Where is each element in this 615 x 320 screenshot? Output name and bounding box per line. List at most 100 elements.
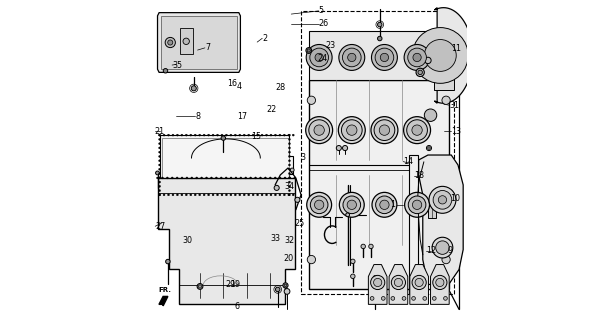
Circle shape: [408, 48, 426, 67]
Circle shape: [250, 177, 252, 179]
Text: 32: 32: [285, 236, 295, 245]
Circle shape: [162, 177, 164, 179]
Circle shape: [167, 177, 169, 179]
Text: 1: 1: [390, 200, 395, 209]
Circle shape: [208, 134, 210, 136]
Circle shape: [240, 177, 242, 179]
Circle shape: [376, 196, 393, 214]
Polygon shape: [180, 28, 192, 54]
Circle shape: [425, 57, 431, 64]
Text: 25: 25: [294, 219, 304, 228]
Circle shape: [248, 134, 250, 136]
Polygon shape: [309, 31, 449, 80]
Circle shape: [380, 53, 389, 61]
Text: 23: 23: [325, 41, 335, 51]
Circle shape: [255, 177, 256, 179]
Circle shape: [266, 194, 268, 196]
Polygon shape: [157, 13, 240, 72]
Circle shape: [346, 213, 349, 217]
Circle shape: [435, 241, 449, 254]
Circle shape: [212, 194, 214, 196]
Circle shape: [288, 164, 290, 166]
Circle shape: [432, 237, 453, 258]
Circle shape: [371, 44, 397, 70]
Circle shape: [416, 68, 424, 76]
Circle shape: [412, 125, 423, 135]
Circle shape: [215, 177, 217, 179]
Circle shape: [159, 143, 161, 145]
Circle shape: [284, 177, 286, 179]
Circle shape: [423, 297, 427, 300]
Circle shape: [172, 194, 174, 196]
Circle shape: [407, 120, 427, 140]
Circle shape: [371, 117, 398, 144]
Polygon shape: [309, 80, 449, 289]
Text: 9: 9: [448, 246, 453, 255]
Circle shape: [288, 172, 290, 174]
Circle shape: [432, 297, 436, 300]
Circle shape: [347, 53, 356, 61]
Circle shape: [199, 134, 200, 136]
Circle shape: [159, 151, 161, 153]
Circle shape: [171, 177, 173, 179]
Circle shape: [403, 117, 430, 144]
Circle shape: [284, 289, 290, 294]
Circle shape: [245, 177, 247, 179]
Circle shape: [165, 259, 170, 264]
Circle shape: [221, 134, 223, 136]
Circle shape: [284, 194, 285, 196]
Circle shape: [361, 244, 365, 249]
Circle shape: [347, 200, 357, 210]
Circle shape: [288, 168, 290, 170]
Circle shape: [190, 194, 192, 196]
Text: 19: 19: [231, 280, 240, 289]
Circle shape: [252, 194, 254, 196]
Circle shape: [284, 284, 287, 287]
Text: 5: 5: [319, 6, 323, 15]
Circle shape: [159, 147, 161, 149]
Circle shape: [270, 194, 272, 196]
Circle shape: [208, 194, 210, 196]
Circle shape: [347, 125, 357, 135]
Circle shape: [374, 120, 395, 140]
Bar: [410, 155, 418, 294]
Circle shape: [159, 168, 161, 170]
Circle shape: [274, 194, 276, 196]
Circle shape: [336, 146, 341, 151]
Circle shape: [159, 134, 161, 136]
Circle shape: [288, 147, 290, 149]
Circle shape: [261, 134, 263, 136]
Circle shape: [308, 49, 311, 52]
Circle shape: [159, 156, 161, 157]
Circle shape: [157, 177, 159, 179]
Circle shape: [216, 194, 218, 196]
Circle shape: [375, 48, 394, 67]
Circle shape: [186, 177, 188, 179]
Circle shape: [200, 177, 202, 179]
Circle shape: [402, 297, 406, 300]
Circle shape: [438, 196, 446, 204]
Circle shape: [177, 194, 178, 196]
Polygon shape: [159, 296, 168, 306]
Circle shape: [163, 134, 165, 136]
Circle shape: [190, 134, 192, 136]
Text: 13: 13: [451, 127, 461, 136]
Circle shape: [339, 192, 364, 217]
Circle shape: [378, 36, 382, 41]
Circle shape: [288, 181, 290, 183]
Circle shape: [412, 276, 426, 290]
Circle shape: [159, 194, 161, 196]
Polygon shape: [389, 265, 408, 304]
Circle shape: [429, 186, 456, 213]
Circle shape: [394, 278, 403, 287]
Circle shape: [159, 190, 161, 192]
Circle shape: [159, 194, 161, 196]
Circle shape: [269, 177, 271, 179]
Circle shape: [413, 28, 468, 83]
Circle shape: [176, 177, 178, 179]
Circle shape: [433, 190, 452, 209]
Circle shape: [183, 38, 189, 44]
Circle shape: [256, 134, 258, 136]
Polygon shape: [434, 8, 473, 103]
Circle shape: [216, 134, 218, 136]
